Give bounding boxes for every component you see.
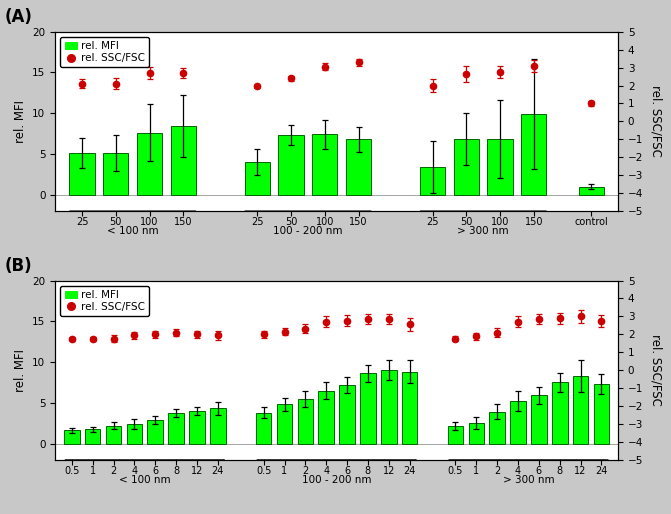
Bar <box>489 412 505 444</box>
Bar <box>521 114 546 195</box>
Y-axis label: rel. MFI: rel. MFI <box>13 100 27 143</box>
Bar <box>276 405 293 444</box>
Text: (B): (B) <box>5 257 32 275</box>
Bar <box>148 420 163 444</box>
Bar <box>488 139 513 195</box>
Y-axis label: rel. SSC/FSC: rel. SSC/FSC <box>650 334 663 406</box>
Bar <box>210 409 225 444</box>
Bar <box>312 134 338 195</box>
Bar <box>420 167 446 195</box>
Bar <box>137 133 162 195</box>
Bar <box>64 431 80 444</box>
Text: > 300 nm: > 300 nm <box>503 475 554 485</box>
Bar <box>106 426 121 444</box>
Bar <box>103 153 128 195</box>
Bar <box>278 135 304 195</box>
Bar <box>594 384 609 444</box>
Y-axis label: rel. SSC/FSC: rel. SSC/FSC <box>650 85 663 157</box>
Bar <box>70 153 95 195</box>
Bar <box>245 162 270 195</box>
Legend: rel. MFI, rel. SSC/FSC: rel. MFI, rel. SSC/FSC <box>60 37 150 67</box>
Bar <box>170 126 196 195</box>
Bar <box>510 401 526 444</box>
Bar <box>578 187 604 195</box>
Bar <box>297 399 313 444</box>
Text: 100 - 200 nm: 100 - 200 nm <box>302 475 371 485</box>
Bar <box>85 429 101 444</box>
Bar <box>346 139 371 195</box>
Bar <box>468 423 484 444</box>
Bar <box>448 427 463 444</box>
Text: < 100 nm: < 100 nm <box>107 226 158 236</box>
Text: < 100 nm: < 100 nm <box>119 475 170 485</box>
Bar <box>360 374 376 444</box>
Bar <box>127 424 142 444</box>
Bar <box>402 372 417 444</box>
Bar <box>454 139 479 195</box>
Bar <box>552 382 568 444</box>
Text: 100 - 200 nm: 100 - 200 nm <box>273 226 343 236</box>
Bar <box>168 413 184 444</box>
Legend: rel. MFI, rel. SSC/FSC: rel. MFI, rel. SSC/FSC <box>60 286 150 316</box>
Bar <box>573 376 588 444</box>
Bar <box>256 413 272 444</box>
Bar <box>318 391 334 444</box>
Bar <box>340 385 355 444</box>
Bar <box>531 395 547 444</box>
Bar <box>189 411 205 444</box>
Text: > 300 nm: > 300 nm <box>458 226 509 236</box>
Y-axis label: rel. MFI: rel. MFI <box>13 348 27 392</box>
Bar <box>381 370 397 444</box>
Text: (A): (A) <box>5 8 32 26</box>
